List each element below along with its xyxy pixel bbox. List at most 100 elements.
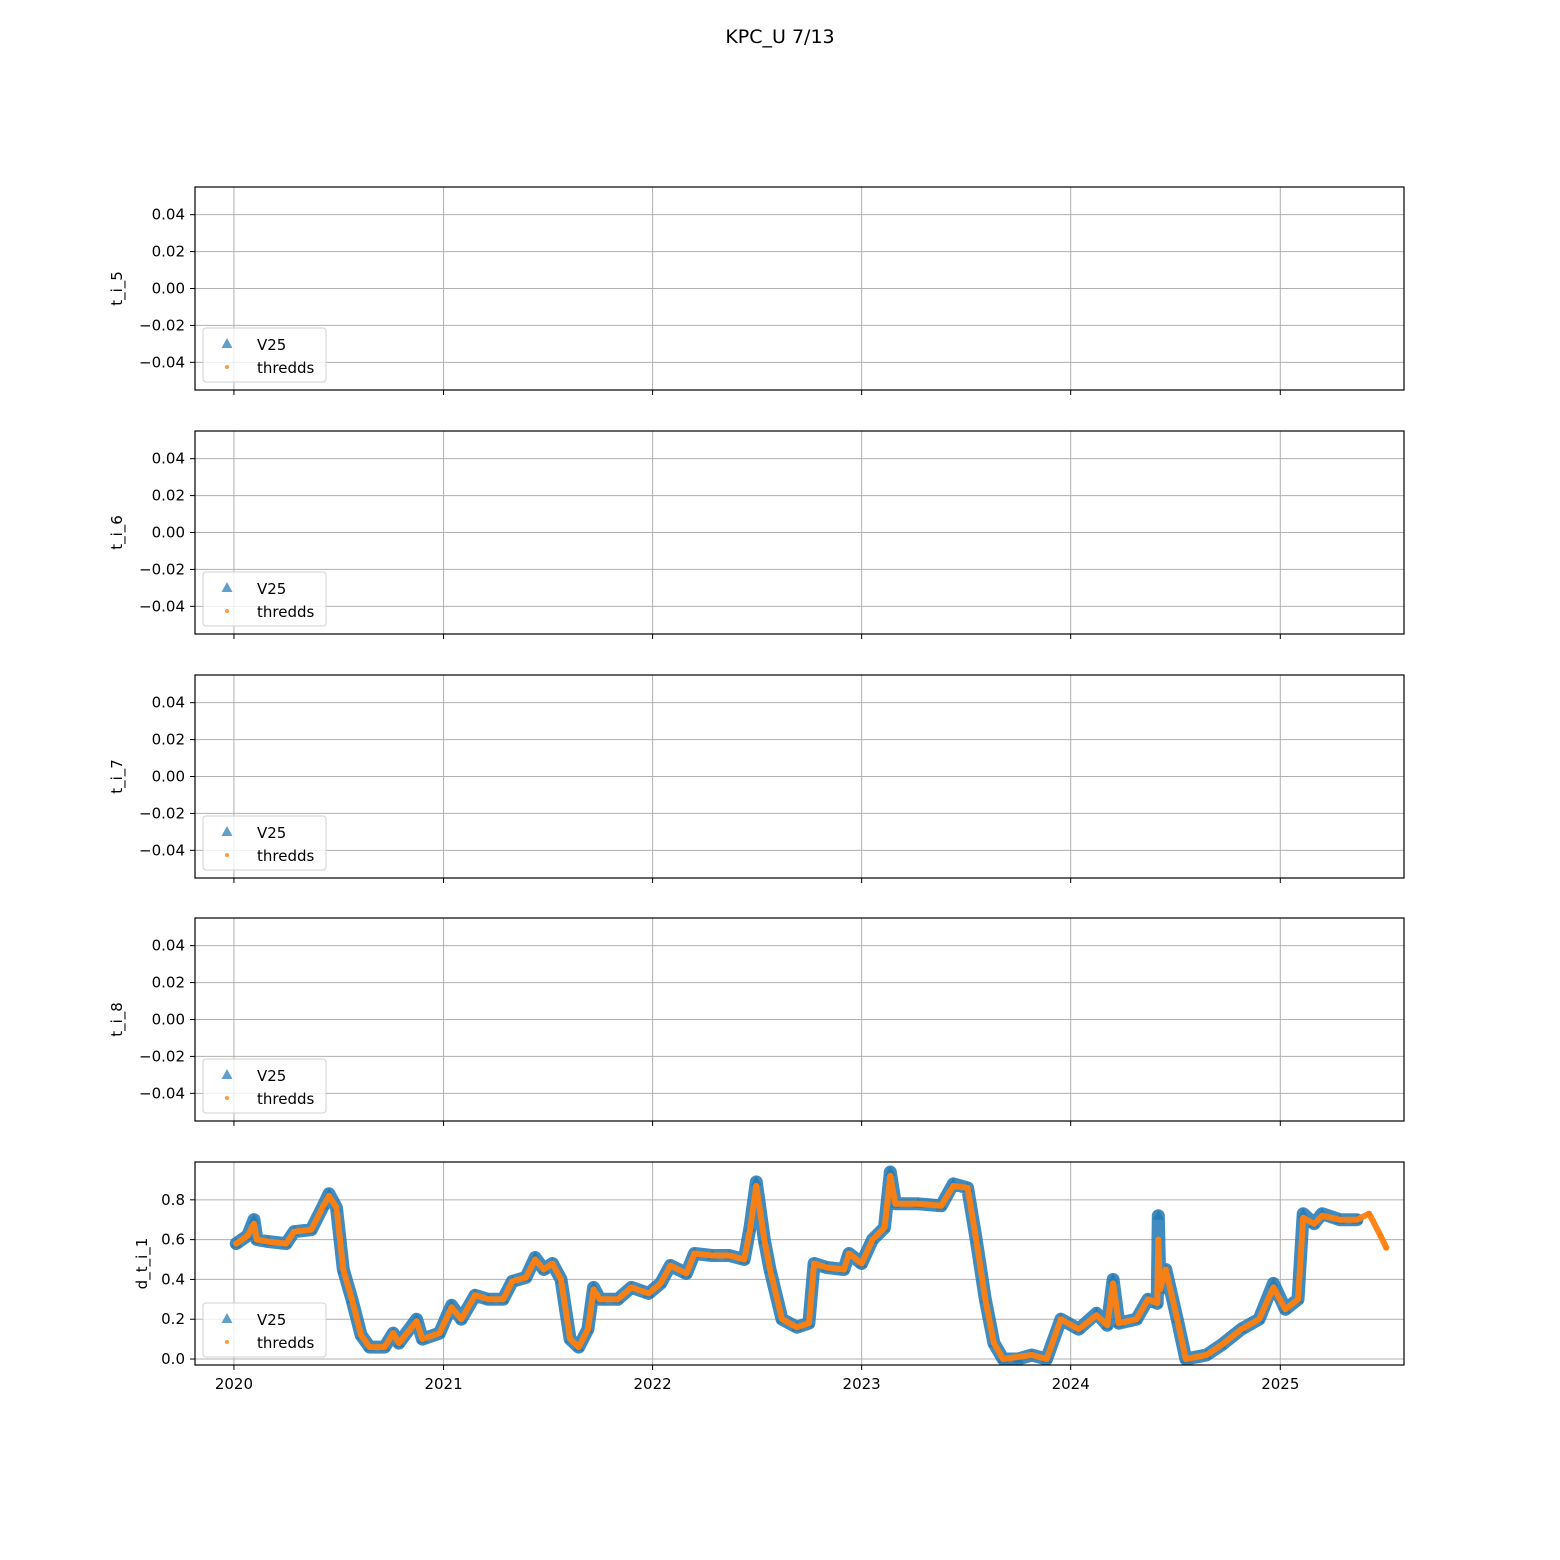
data-point-thredds (741, 1256, 748, 1263)
axes-frame (194, 430, 1405, 635)
legend-label-thredds: thredds (257, 847, 314, 865)
legend: V25 thredds (202, 571, 327, 627)
data-point-thredds (253, 1236, 260, 1243)
x-tick-label: 2022 (634, 1375, 672, 1393)
legend-marker-thredds (225, 609, 229, 613)
legend-marker-thredds (225, 365, 229, 369)
data-point-thredds (1093, 1312, 1100, 1319)
data-point-thredds (358, 1332, 365, 1339)
data-point-thredds (448, 1304, 455, 1311)
legend-marker-v25 (221, 1069, 233, 1079)
legend: V25 thredds (202, 1302, 327, 1358)
data-point-thredds (915, 1200, 922, 1207)
data-point-thredds (683, 1270, 690, 1277)
legend-marker-thredds (225, 1096, 229, 1100)
data-point-thredds (265, 1238, 272, 1245)
y-tick-label: −0.04 (139, 353, 185, 371)
subplot-t_i_6: 0.04 0.02 0.00 −0.02 −0.04 t_i_6 V25 thredds (108, 430, 1405, 639)
x-tick-label: 2020 (215, 1375, 253, 1393)
legend: V25 thredds (202, 1058, 327, 1114)
y-tick-label: 0.4 (161, 1270, 185, 1288)
y-axis-label: d_t_i_1 (133, 1238, 152, 1290)
axes-frame (194, 674, 1405, 879)
data-point-thredds (858, 1260, 865, 1267)
data-point-thredds (366, 1344, 373, 1351)
y-tick-label: −0.04 (139, 1084, 185, 1102)
data-point-thredds (938, 1202, 945, 1209)
legend-marker-thredds (225, 853, 229, 857)
data-point-thredds (509, 1278, 516, 1285)
data-point-thredds (1115, 1320, 1122, 1327)
data-point-thredds (1300, 1214, 1307, 1221)
legend-label-v25: V25 (257, 1311, 286, 1329)
data-point-thredds (779, 1316, 786, 1323)
data-point-thredds (1057, 1316, 1064, 1323)
data-point-thredds (333, 1204, 340, 1211)
legend-box (202, 571, 327, 627)
data-point-thredds (840, 1266, 847, 1273)
subplot-t_i_7: 0.04 0.02 0.00 −0.02 −0.04 t_i_7 V25 thredds (108, 674, 1405, 883)
data-point-thredds (645, 1290, 652, 1297)
data-point-thredds (250, 1220, 257, 1227)
data-point-V25 (1297, 1207, 1309, 1218)
data-point-thredds (557, 1276, 564, 1283)
data-point-thredds (964, 1184, 971, 1191)
data-point-thredds (326, 1192, 333, 1199)
data-point-thredds (500, 1296, 507, 1303)
data-point-thredds (1104, 1322, 1111, 1329)
y-tick-label: 0.02 (152, 243, 185, 261)
data-point-thredds (1319, 1212, 1326, 1219)
data-point-thredds (726, 1252, 733, 1259)
axes-frame (194, 1161, 1405, 1366)
data-point-thredds (761, 1236, 768, 1243)
data-point-thredds (1311, 1220, 1318, 1227)
data-point-thredds (419, 1336, 426, 1343)
y-tick-label: 0.0 (161, 1350, 185, 1368)
legend-box (202, 1058, 327, 1114)
data-point-thredds (753, 1182, 760, 1189)
y-axis-label: t_i_5 (108, 271, 127, 306)
series-band-thredds (233, 1172, 1390, 1362)
data-point-thredds (390, 1330, 397, 1337)
data-point-thredds (1295, 1296, 1302, 1303)
y-tick-label: 0.04 (152, 450, 185, 468)
data-point-thredds (887, 1172, 894, 1179)
data-point-thredds (709, 1252, 716, 1259)
legend-label-v25: V25 (257, 580, 286, 598)
y-tick-label: −0.02 (139, 316, 185, 334)
data-point-thredds (348, 1296, 355, 1303)
data-point-thredds (1354, 1216, 1361, 1223)
y-tick-label: 0.04 (152, 206, 185, 224)
data-point-thredds (1043, 1356, 1050, 1363)
data-point-thredds (982, 1296, 989, 1303)
data-point-thredds (523, 1274, 530, 1281)
y-axis-label: t_i_8 (108, 1002, 127, 1037)
legend: V25 thredds (202, 815, 327, 871)
x-tick-label: 2023 (843, 1375, 881, 1393)
y-tick-label: 0.00 (152, 768, 185, 786)
data-point-thredds (413, 1318, 420, 1325)
legend: V25 thredds (202, 327, 327, 383)
data-point-thredds (472, 1292, 479, 1299)
data-point-thredds (1256, 1316, 1263, 1323)
data-point-thredds (805, 1320, 812, 1327)
data-point-thredds (532, 1256, 539, 1263)
data-point-thredds (436, 1330, 443, 1337)
data-point-thredds (1377, 1232, 1384, 1239)
data-point-thredds (793, 1324, 800, 1331)
data-point-thredds (1238, 1326, 1245, 1333)
data-point-thredds (811, 1260, 818, 1267)
data-point-thredds (973, 1236, 980, 1243)
data-point-thredds (1174, 1316, 1181, 1323)
data-point-thredds (691, 1250, 698, 1257)
data-point-thredds (881, 1224, 888, 1231)
data-point-thredds (584, 1326, 591, 1333)
axes-frame (194, 917, 1405, 1122)
data-point-thredds (1282, 1306, 1289, 1313)
data-point-thredds (1154, 1300, 1161, 1307)
x-tick-label: 2024 (1052, 1375, 1090, 1393)
y-axis-label: t_i_6 (108, 515, 127, 550)
data-point-thredds (549, 1260, 556, 1267)
y-axis-label: t_i_7 (108, 759, 127, 794)
data-point-thredds (1162, 1266, 1169, 1273)
